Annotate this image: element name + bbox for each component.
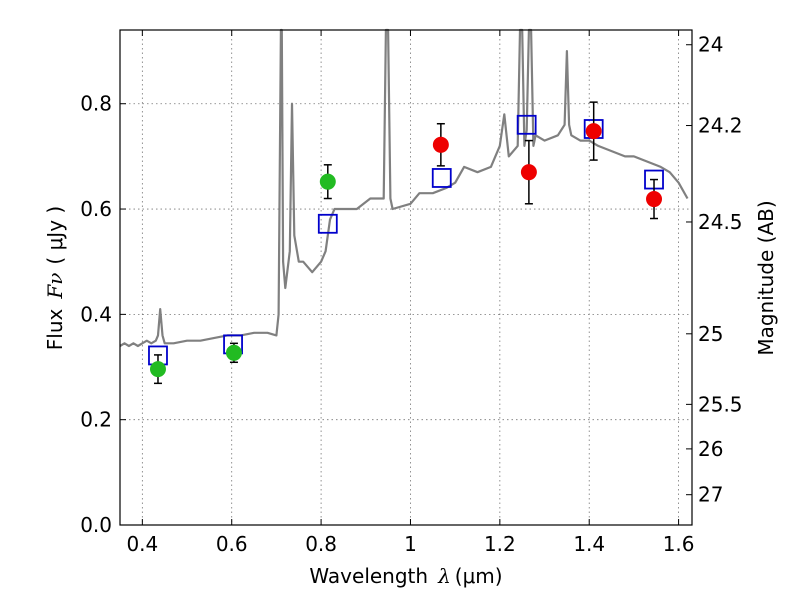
x-tick-label: 1.6 (663, 532, 695, 556)
model-photometry-square (431, 168, 452, 188)
right-tick-label: 25.5 (698, 392, 743, 416)
model-spectrum-line (119, 28, 689, 348)
model-photometry-square (317, 213, 338, 234)
grid-lines (120, 30, 692, 526)
photometry-point (149, 361, 166, 378)
photometry-point (319, 173, 336, 190)
y-tick-label: 0.8 (80, 92, 112, 116)
right-tick-label: 24 (698, 33, 723, 57)
photometry-point (585, 123, 602, 140)
right-axis-label: Magnitude (AB) (754, 200, 778, 355)
y-axis-label: FluxFν( μJy ) (43, 206, 67, 350)
y-tick-label: 0.6 (80, 197, 112, 221)
right-tick-label: 24.5 (698, 210, 743, 234)
y-tick-label: 0.4 (80, 302, 112, 326)
x-tick-label: 1 (404, 532, 417, 556)
x-tick-label: 0.6 (216, 532, 248, 556)
right-tick-label: 25 (698, 322, 723, 346)
x-tick-label: 1.4 (573, 532, 605, 556)
axis-ticks: 0.4 0.6 0.8 1 1.2 1.4 1.6 0.0 0.2 0.4 0.6 0.8 24 24.2… (80, 30, 743, 556)
photometry-point (225, 344, 242, 361)
right-tick-label: 24.2 (698, 114, 743, 138)
x-tick-label: 1.2 (484, 532, 516, 556)
photometry-point (646, 191, 663, 208)
model-photometry-square (516, 114, 537, 135)
right-tick-label: 27 (698, 483, 723, 507)
right-tick-label: 26 (698, 437, 723, 461)
y-tick-label: 0.0 (80, 513, 112, 537)
plot-frame (119, 29, 693, 526)
y-tick-label: 0.2 (80, 408, 112, 432)
photometry-point (432, 136, 449, 153)
plot-series (119, 28, 689, 385)
x-axis-label: Wavelength λ (μm) (309, 564, 502, 588)
x-tick-label: 0.4 (126, 532, 158, 556)
x-tick-label: 0.8 (305, 532, 337, 556)
photometry-point (520, 164, 537, 181)
